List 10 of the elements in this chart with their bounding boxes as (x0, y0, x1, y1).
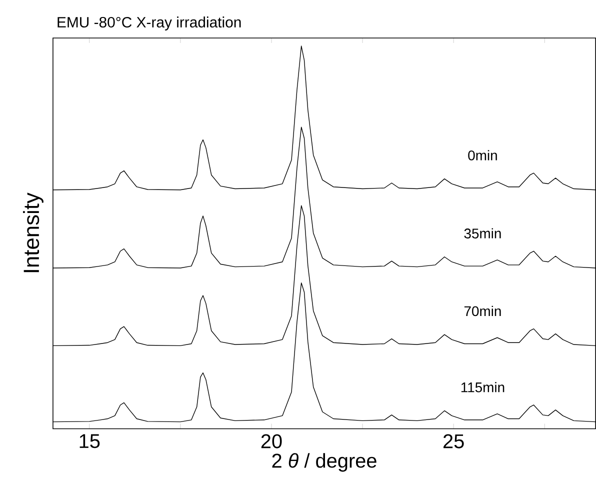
chart-title: EMU -80°C X-ray irradiation (58, 16, 241, 31)
series-label: 0min (468, 150, 497, 161)
x-tick-label: 15 (80, 434, 100, 448)
series-label: 115min (461, 382, 504, 392)
series-label: 70min (464, 306, 501, 316)
x-axis-title: 2 θ / degree (272, 453, 376, 472)
series-label: 35min (464, 228, 501, 239)
y-axis-title: Intensity (23, 192, 44, 272)
x-tick-label: 20 (261, 434, 282, 448)
x-tick-label: 25 (443, 434, 464, 448)
